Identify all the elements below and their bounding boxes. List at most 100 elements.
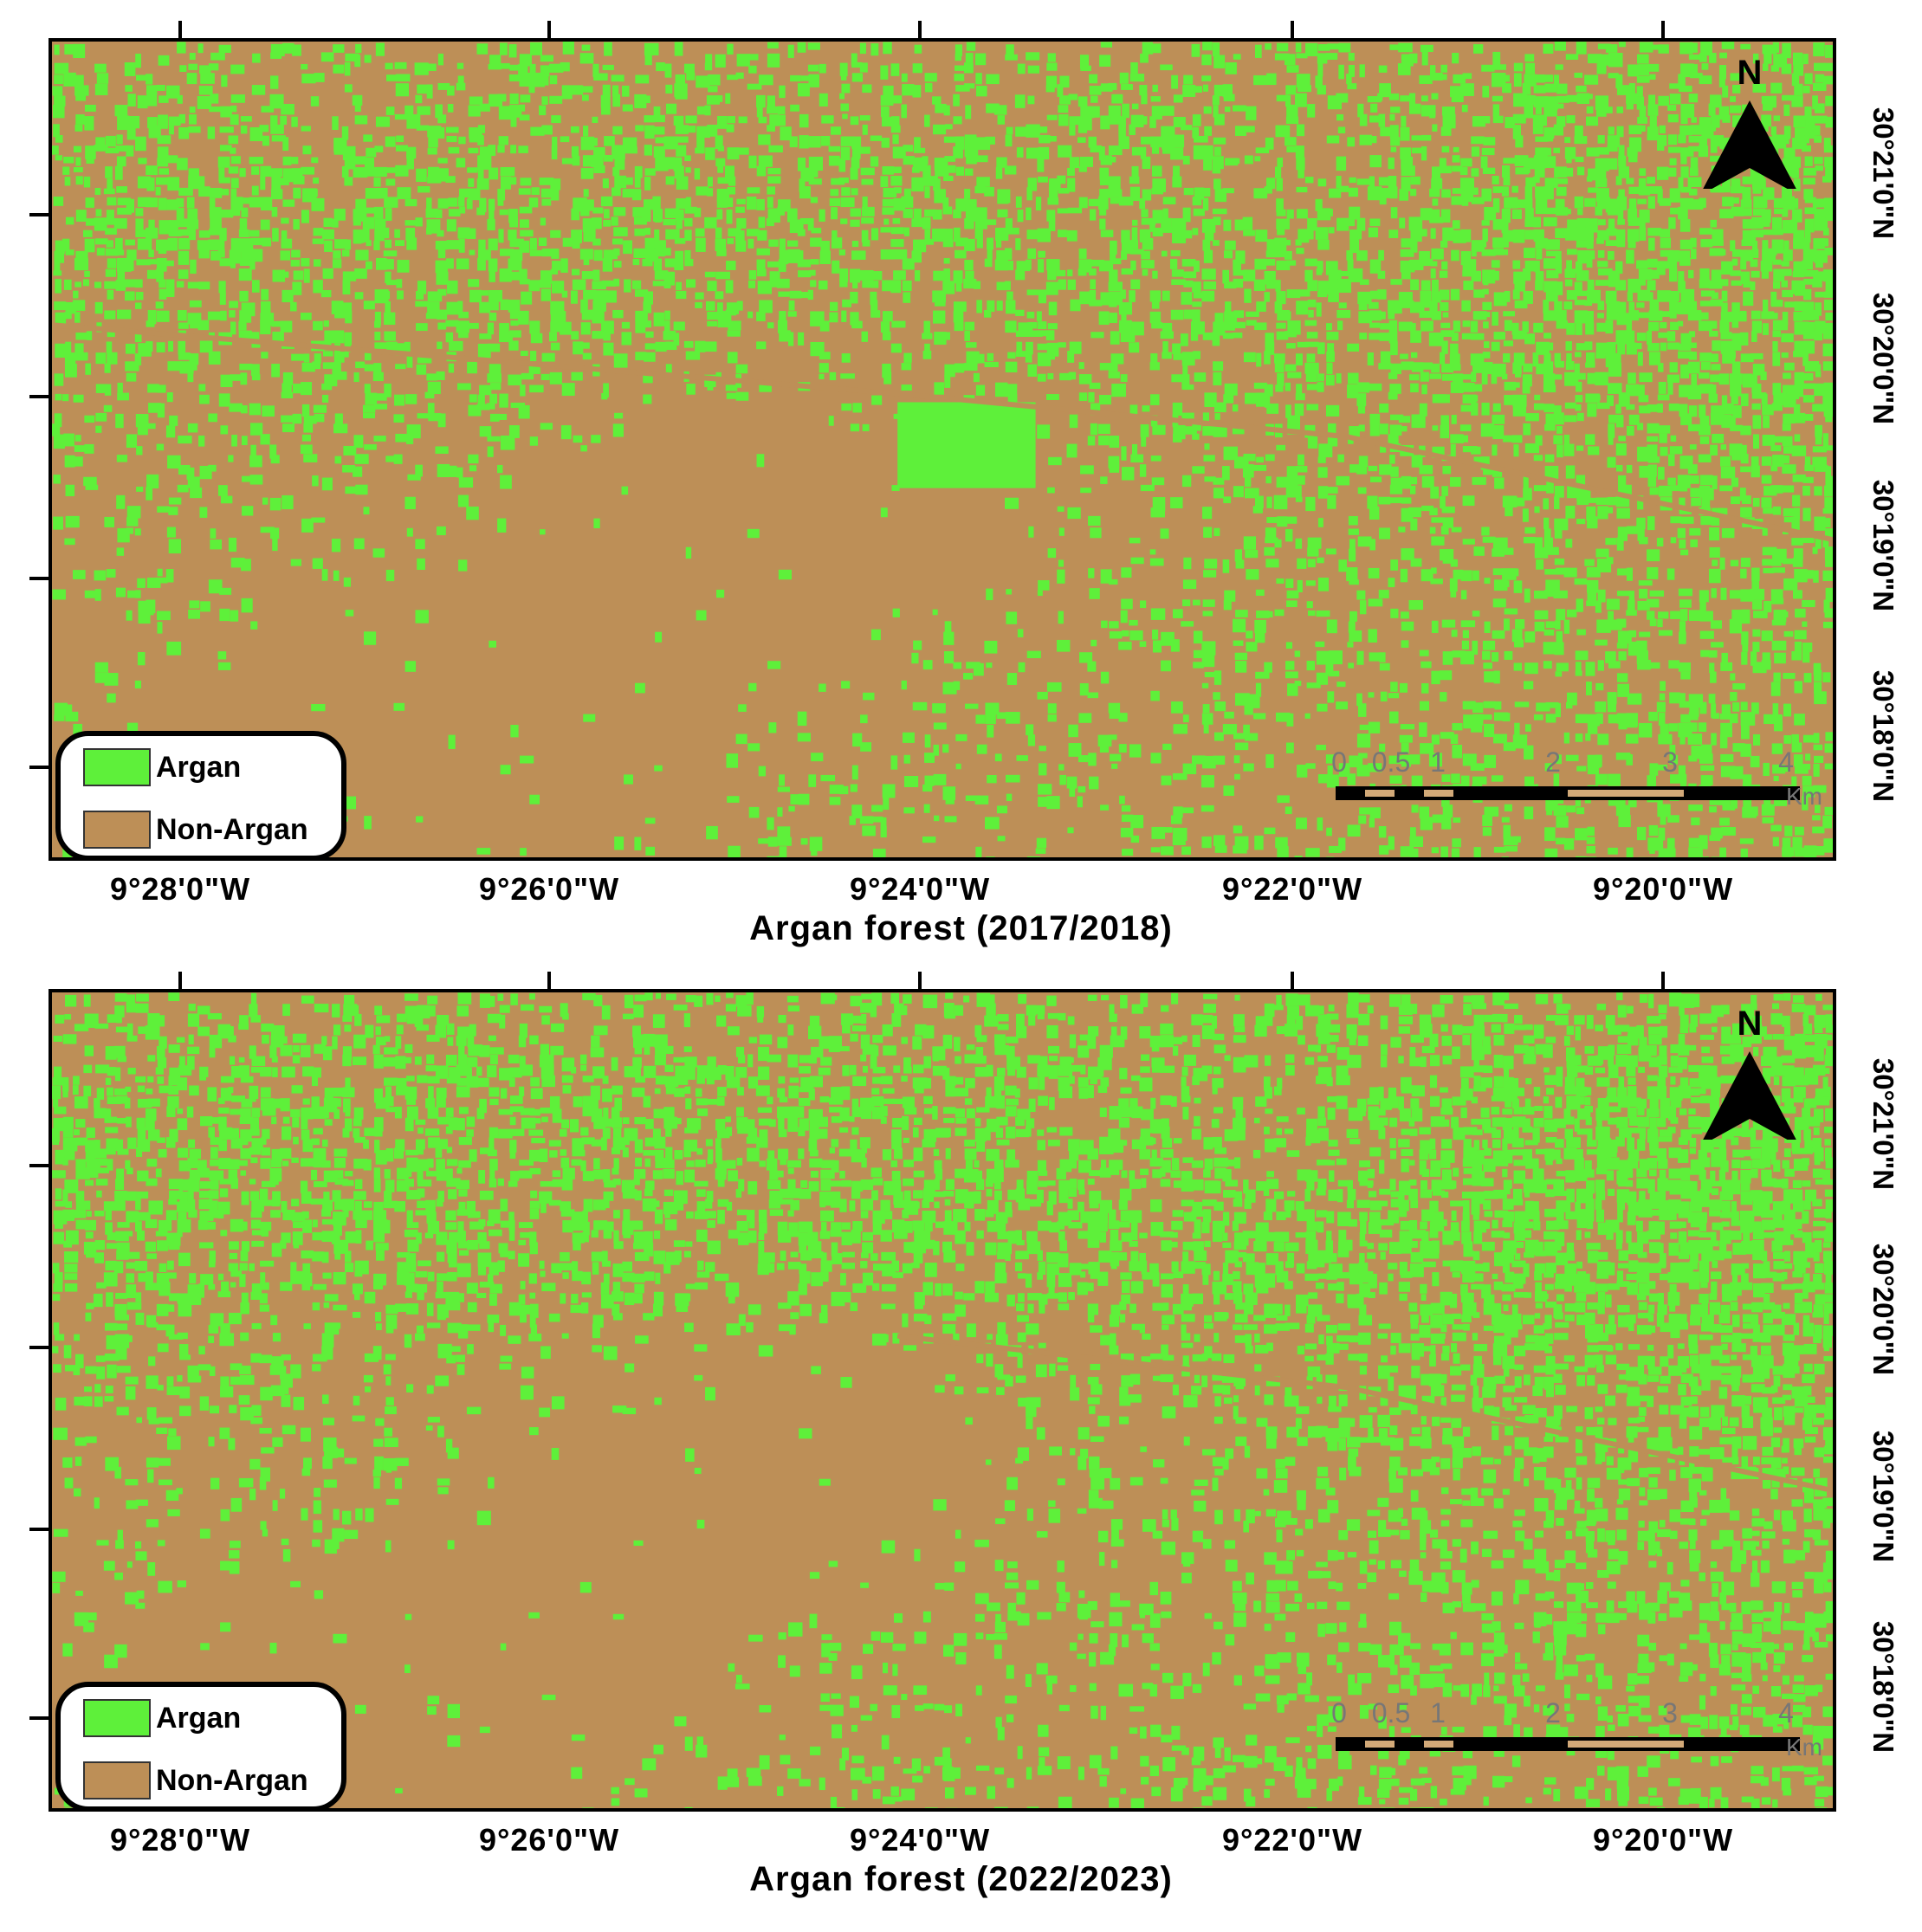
argan-pixel: [1224, 590, 1236, 602]
argan-pixel: [1491, 372, 1498, 384]
argan-pixel: [1554, 496, 1560, 510]
argan-pixel: [942, 229, 954, 242]
argan-pixel: [808, 774, 817, 787]
argan-pixel: [386, 341, 398, 352]
argan-pixel: [83, 176, 91, 188]
argan-pixel: [220, 209, 234, 218]
argan-pixel: [1170, 815, 1182, 824]
argan-pixel: [1699, 75, 1712, 85]
argan-pixel: [1647, 404, 1660, 412]
argan-pixel: [840, 197, 855, 208]
argan-pixel: [1151, 826, 1166, 839]
argan-pixel: [1688, 269, 1694, 279]
argan-pixel: [541, 125, 553, 135]
argan-pixel: [115, 587, 126, 598]
argan-pixel: [1255, 229, 1268, 242]
argan-pixel: [924, 186, 930, 198]
argan-pixel: [1782, 464, 1796, 474]
argan-pixel: [1566, 115, 1576, 124]
argan-pixel: [1626, 103, 1634, 110]
argan-pixel: [736, 198, 746, 205]
argan-pixel: [705, 147, 715, 160]
argan-pixel: [333, 146, 347, 155]
argan-pixel: [1006, 126, 1013, 135]
argan-pixel: [717, 145, 724, 152]
argan-pixel: [1026, 207, 1032, 221]
argan-pixel: [757, 229, 767, 241]
argan-pixel: [1711, 114, 1720, 128]
argan-pixel: [1511, 322, 1519, 335]
argan-pixel: [955, 249, 967, 259]
argan-pixel: [717, 302, 723, 313]
argan-pixel: [1110, 240, 1117, 255]
argan-pixel: [1812, 280, 1822, 288]
argan-pixel: [341, 126, 349, 140]
argan-pixel: [197, 95, 212, 109]
argan-pixel: [529, 384, 544, 393]
argan-pixel: [717, 165, 724, 173]
argan-pixel: [478, 249, 491, 261]
argan-pixel: [126, 198, 135, 213]
argan-pixel: [1636, 640, 1647, 651]
argan-pixel: [777, 206, 786, 216]
argan-pixel: [427, 403, 435, 413]
argan-pixel: [1772, 259, 1782, 265]
argan-pixel: [1401, 271, 1411, 280]
argan-pixel: [353, 237, 362, 244]
argan-pixel: [1554, 42, 1566, 51]
argan-pixel: [64, 312, 72, 320]
argan-pixel: [903, 227, 909, 236]
argan-pixel: [217, 662, 231, 670]
argan-pixel: [1141, 433, 1147, 447]
argan-pixel: [964, 62, 974, 74]
argan-pixel: [1356, 393, 1367, 406]
argan-pixel: [1047, 372, 1054, 380]
argan-pixel: [890, 239, 904, 248]
argan-pixel: [1533, 485, 1548, 492]
argan-pixel: [811, 847, 818, 856]
argan-pixel: [976, 300, 982, 313]
argan-pixel: [1802, 476, 1814, 483]
argan-pixel: [1575, 670, 1582, 676]
argan-pixel: [1772, 330, 1781, 338]
argan-pixel: [426, 227, 432, 235]
argan-pixel: [1421, 51, 1428, 66]
argan-pixel: [1442, 312, 1449, 318]
argan-pixel: [1608, 847, 1618, 855]
argan-pixel: [1473, 546, 1485, 556]
argan-pixel: [404, 220, 417, 226]
argan-pixel: [1037, 321, 1047, 330]
argan-pixel: [777, 837, 792, 846]
argan-pixel: [1005, 54, 1018, 61]
argan-pixel: [73, 145, 81, 153]
argan-pixel: [528, 280, 540, 292]
argan-pixel: [1462, 73, 1472, 80]
argan-pixel: [842, 299, 852, 307]
argan-pixel: [1636, 333, 1647, 341]
argan-pixel: [106, 210, 114, 223]
argan-pixel: [1492, 537, 1508, 549]
argan-pixel: [1522, 374, 1532, 387]
argan-pixel: [1556, 116, 1566, 127]
argan-pixel: [303, 423, 314, 433]
argan-pixel: [1390, 207, 1398, 219]
argan-pixel: [342, 280, 351, 295]
argan-pixel: [1740, 353, 1754, 363]
argan-pixel: [602, 64, 614, 71]
argan-pixel: [666, 103, 677, 114]
argan-pixel: [1194, 372, 1207, 382]
argan-pixel: [417, 84, 428, 94]
argan-pixel: [1150, 43, 1162, 54]
argan-pixel: [509, 330, 521, 338]
argan-pixel: [1338, 42, 1351, 53]
argan-pixel: [520, 178, 532, 186]
argan-pixel: [684, 258, 694, 267]
argan-pixel: [395, 165, 409, 177]
argan-pixel: [1401, 165, 1415, 176]
argan-pixel: [882, 198, 894, 207]
argan-pixel: [1131, 443, 1138, 456]
argan-pixel: [756, 165, 767, 177]
argan-pixel: [726, 124, 735, 132]
argan-pixel: [1472, 640, 1479, 655]
argan-pixel: [1297, 209, 1308, 219]
